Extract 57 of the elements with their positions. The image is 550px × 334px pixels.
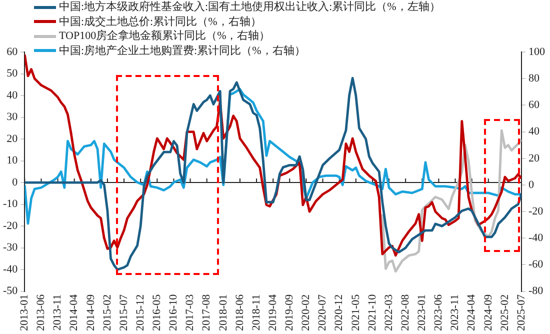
x-tick-label: 2021-05 [350, 294, 362, 332]
y2-tick-label: 100 [528, 46, 546, 58]
y2-tick-label: 80 [528, 72, 540, 84]
x-tick-label: 2019-09 [284, 294, 296, 332]
x-tick-label: 2022-03 [382, 294, 395, 332]
x-tick-label: 2023-01 [416, 294, 428, 332]
y2-tick-label: -40 [528, 232, 544, 244]
y-tick-label: -40 [2, 263, 18, 276]
x-tick-label: 2013-01 [18, 294, 31, 332]
x-tick-label: 2015-12 [134, 294, 146, 332]
x-tick-label: 2025-07 [515, 294, 528, 332]
x-tick-label: 2024-04 [466, 294, 478, 332]
x-tick-label: 2022-08 [399, 294, 412, 332]
y2-tick-label: -20 [528, 205, 544, 218]
legend-label: TOP100房企拿地金额累计同比（%，右轴） [59, 29, 270, 44]
x-tick-label: 2020-12 [333, 294, 346, 332]
y2-tick-label: 20 [528, 152, 540, 164]
y-tick-label: -20 [2, 220, 18, 232]
x-tick-label: 2013-06 [35, 294, 48, 332]
y2-tick-label: 0 [528, 178, 534, 191]
x-tick-label: 2018-06 [234, 294, 246, 332]
x-tick-label: 2017-08 [200, 294, 213, 332]
x-tick-label: 2016-05 [151, 294, 164, 332]
y-tick-label: 10 [6, 154, 18, 167]
y-tick-label: 30 [6, 111, 18, 124]
legend-label: 中国:成交土地总价:累计同比（%，右轴） [59, 14, 262, 29]
x-tick-label: 2014-04 [68, 294, 80, 332]
x-tick-label: 2018-11 [250, 294, 262, 331]
y-tick-label: 60 [6, 46, 18, 58]
y-tick-label: 20 [6, 132, 18, 145]
x-tick-label: 2020-07 [316, 294, 329, 332]
x-tick-label: 2013-11 [52, 294, 64, 331]
x-tick-label: 2025-02 [498, 294, 511, 332]
x-tick-label: 2014-09 [84, 294, 97, 332]
x-tick-label: 2018-01 [217, 294, 230, 332]
legend-label: 中国:房地产企业土地购置费:累计同比（%，右轴） [59, 44, 306, 58]
x-tick-label: 2024-09 [482, 294, 494, 332]
y2-tick-label: -80 [528, 285, 544, 298]
x-tick-label: 2020-02 [300, 294, 312, 332]
legend-label: 中国:地方本级政府性基金收入:国有土地使用权出让收入:累计同比（%，左轴） [59, 0, 440, 14]
x-tick-label: 2017-03 [184, 294, 196, 332]
y-tick-label: -30 [2, 242, 18, 254]
y2-tick-label: -60 [528, 258, 544, 271]
x-tick-label: 2015-02 [101, 294, 114, 332]
y2-tick-label: 40 [528, 126, 540, 138]
x-tick-label: 2019-04 [266, 294, 279, 332]
x-tick-label: 2023-06 [432, 294, 445, 332]
y-tick-label: -10 [2, 198, 18, 210]
y-tick-label: 40 [6, 89, 18, 102]
x-tick-label: 2015-07 [118, 294, 130, 332]
y-tick-label: 50 [6, 68, 18, 80]
y2-tick-label: 60 [528, 99, 540, 112]
y-tick-label: 0 [12, 176, 18, 188]
x-tick-label: 2023-11 [449, 294, 462, 331]
x-tick-label: 2021-10 [366, 294, 378, 332]
y-tick-label: -50 [2, 285, 18, 298]
x-tick-label: 2016-10 [168, 294, 180, 332]
